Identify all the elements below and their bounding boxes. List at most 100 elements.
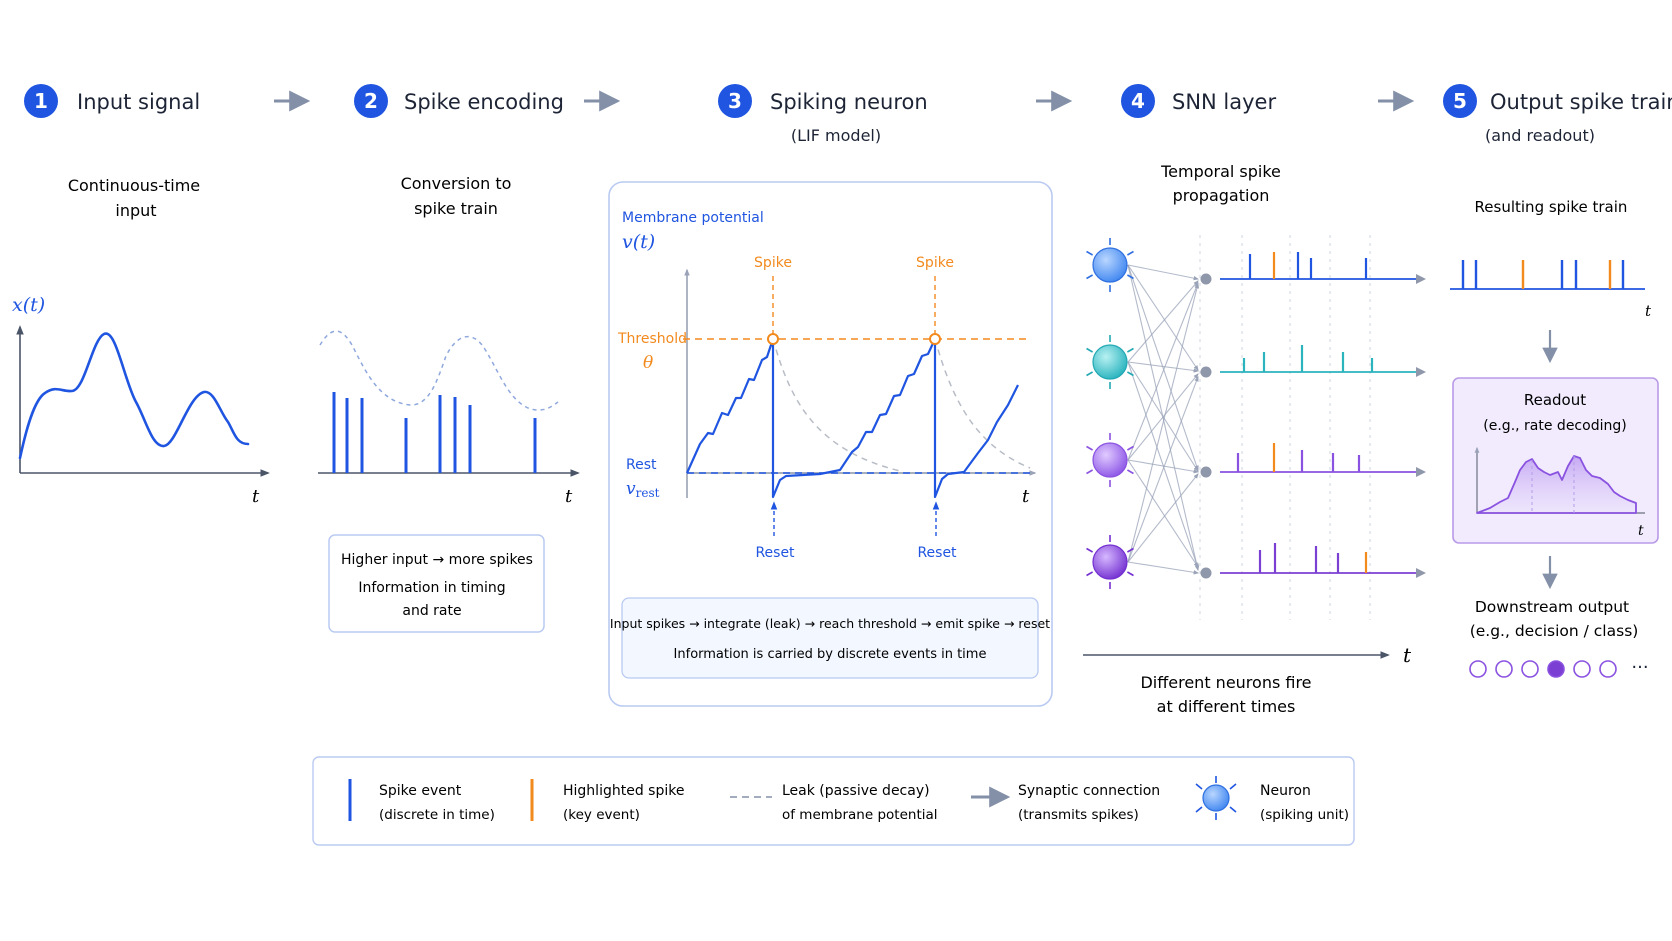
snn-spike-train	[1200, 443, 1426, 478]
neuron-ray	[1086, 571, 1093, 577]
rest-label: Rest	[626, 457, 657, 473]
neuron-body	[1092, 442, 1128, 478]
reset-label: Reset	[755, 545, 795, 561]
neuron-ray	[1229, 806, 1237, 813]
junction-node	[1200, 567, 1212, 579]
readout-x-label: t	[1638, 523, 1644, 539]
step-title: Spiking neuron	[770, 90, 928, 114]
step-title: SNN layer	[1172, 90, 1276, 114]
neuron-ray	[1127, 347, 1134, 353]
step-number: 4	[1131, 89, 1145, 113]
output-panel: Resulting spike train t Readout (e.g., r…	[1450, 198, 1659, 678]
threshold-crossing-marker	[767, 333, 779, 345]
snn-spike-train	[1200, 543, 1426, 579]
encoding-note: and rate	[402, 603, 461, 619]
synapse-line	[1127, 282, 1200, 563]
lif-caption: Input spikes → integrate (leak) → reach …	[610, 616, 1050, 631]
neuron-body	[1092, 247, 1128, 283]
readout-subtitle: (e.g., rate decoding)	[1483, 418, 1626, 434]
input-signal-panel: Continuous-time input x(t) t	[12, 176, 270, 507]
encoding-description: Conversion to	[401, 174, 512, 193]
step-header-5: 5 Output spike train (and readout)	[1443, 84, 1672, 145]
neuron-body	[1092, 344, 1128, 380]
lif-caption: Information is carried by discrete event…	[674, 647, 987, 662]
leak-decay-curve	[934, 338, 1031, 469]
synapse-line	[1127, 459, 1199, 568]
neuron-ray	[1086, 274, 1093, 280]
lif-caption-box	[621, 597, 1039, 679]
neuron-ray	[1127, 371, 1134, 377]
neuron-ray	[1127, 445, 1134, 451]
neuron-ray	[1127, 571, 1134, 577]
synapse-line	[1127, 264, 1200, 281]
input-description: Continuous-time	[68, 176, 200, 195]
legend-label: Highlighted spike	[563, 783, 684, 799]
snn-output-trains	[1200, 252, 1426, 579]
step-number-badge	[1443, 84, 1477, 118]
input-description: input	[115, 201, 156, 220]
neuron-ray	[1127, 250, 1134, 256]
train-arrowhead	[1416, 467, 1426, 477]
step-header-1: 1 Input signal	[24, 84, 200, 118]
neuron-rays	[1195, 776, 1237, 820]
legend-label: of membrane potential	[782, 807, 938, 823]
reset-label: Reset	[917, 545, 957, 561]
x-axis-label: t	[1645, 302, 1652, 320]
class-dot	[1573, 660, 1591, 678]
neuron-ray	[1195, 806, 1203, 813]
x-axis-label: t	[1022, 486, 1030, 507]
class-indicator-row	[1469, 660, 1617, 678]
class-dot	[1521, 660, 1539, 678]
legend-box	[312, 756, 1355, 846]
legend-label: (spiking unit)	[1260, 807, 1349, 823]
step-number-badge	[718, 84, 752, 118]
class-dot	[1495, 660, 1513, 678]
synapse-line	[1127, 375, 1199, 563]
neuron-ray	[1086, 547, 1093, 553]
encoding-description: spike train	[414, 199, 498, 218]
neuron-ray	[1229, 783, 1237, 790]
neuron-ray	[1086, 469, 1093, 475]
legend-label: (discrete in time)	[379, 807, 495, 823]
class-dot	[1599, 660, 1617, 678]
step-number-badge	[1121, 84, 1155, 118]
train-arrowhead	[1416, 367, 1426, 377]
snn-neuron	[1086, 535, 1134, 589]
step-header-2: 2 Spike encoding	[354, 84, 564, 118]
neuron-body	[1092, 544, 1128, 580]
snn-spike-train	[1200, 252, 1426, 285]
spike-label: Spike	[916, 255, 954, 271]
membrane-y-label: v(t)	[622, 231, 655, 253]
neuron-ray	[1086, 371, 1093, 377]
synapse-line	[1127, 473, 1199, 563]
time-gridlines	[1199, 235, 1371, 620]
output-spike-train	[1461, 260, 1625, 289]
synapse-line	[1127, 361, 1200, 373]
legend-label: (key event)	[563, 807, 640, 823]
snn-neuron	[1086, 238, 1134, 292]
junction-node	[1200, 466, 1212, 478]
snn-description: Temporal spike	[1160, 162, 1281, 181]
synapse-line	[1127, 561, 1200, 575]
encoding-note: Higher input → more spikes	[341, 552, 533, 568]
lif-panel-frame	[608, 181, 1053, 707]
step-title: Input signal	[77, 90, 200, 114]
synapse-line	[1127, 373, 1199, 461]
spike-encoding-panel: Conversion to spike train t Higher input…	[318, 174, 580, 633]
neuron-ray	[1086, 250, 1093, 256]
snn-neuron	[1086, 433, 1134, 487]
snn-neurons	[1086, 238, 1134, 589]
input-signal-curve	[18, 332, 250, 460]
snn-description: propagation	[1173, 186, 1270, 205]
neuron-ray	[1086, 445, 1093, 451]
snn-layer-panel: Temporal spike propagation	[1083, 162, 1426, 716]
neuron-ray	[1127, 469, 1134, 475]
readout-title: Readout	[1524, 391, 1586, 409]
synapse-line	[1127, 459, 1200, 474]
readout-rate-area	[1476, 455, 1637, 514]
legend-label: (transmits spikes)	[1018, 807, 1139, 823]
train-arrowhead	[1416, 274, 1426, 284]
step-title: Output spike train	[1490, 90, 1672, 114]
synapse-line	[1127, 361, 1199, 570]
